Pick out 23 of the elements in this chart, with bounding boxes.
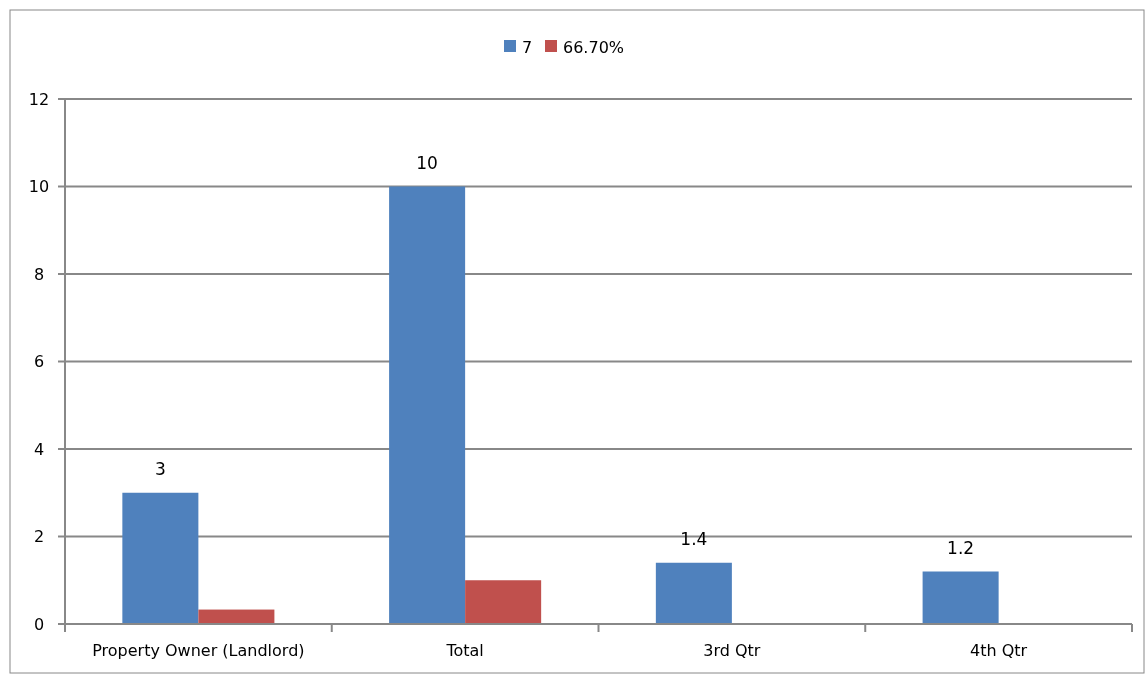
y-tick-label: 2 [33, 527, 45, 547]
y-tick-label: 12 [28, 89, 50, 109]
bar [922, 571, 999, 624]
data-label: 1.2 [947, 537, 975, 558]
x-tick-label: 4th Qtr [970, 641, 1028, 660]
data-label: 3 [154, 458, 166, 479]
legend-label: 66.70% [563, 37, 625, 57]
data-label: 10 [416, 152, 438, 173]
bar [198, 609, 275, 624]
y-tick-label: 4 [33, 439, 45, 459]
legend-label: 7 [522, 37, 533, 57]
x-tick-label: Property Owner (Landlord) [92, 641, 305, 660]
y-tick-label: 0 [33, 614, 45, 634]
bar [122, 492, 199, 624]
y-tick-label: 10 [28, 177, 50, 197]
data-label: 1.4 [680, 528, 708, 549]
x-tick-label: Total [445, 641, 484, 660]
y-tick-label: 6 [33, 352, 45, 372]
bar [389, 186, 466, 624]
y-tick-label: 8 [33, 264, 45, 284]
bar [655, 562, 732, 624]
x-tick-label: 3rd Qtr [703, 641, 761, 660]
bar [465, 580, 542, 624]
